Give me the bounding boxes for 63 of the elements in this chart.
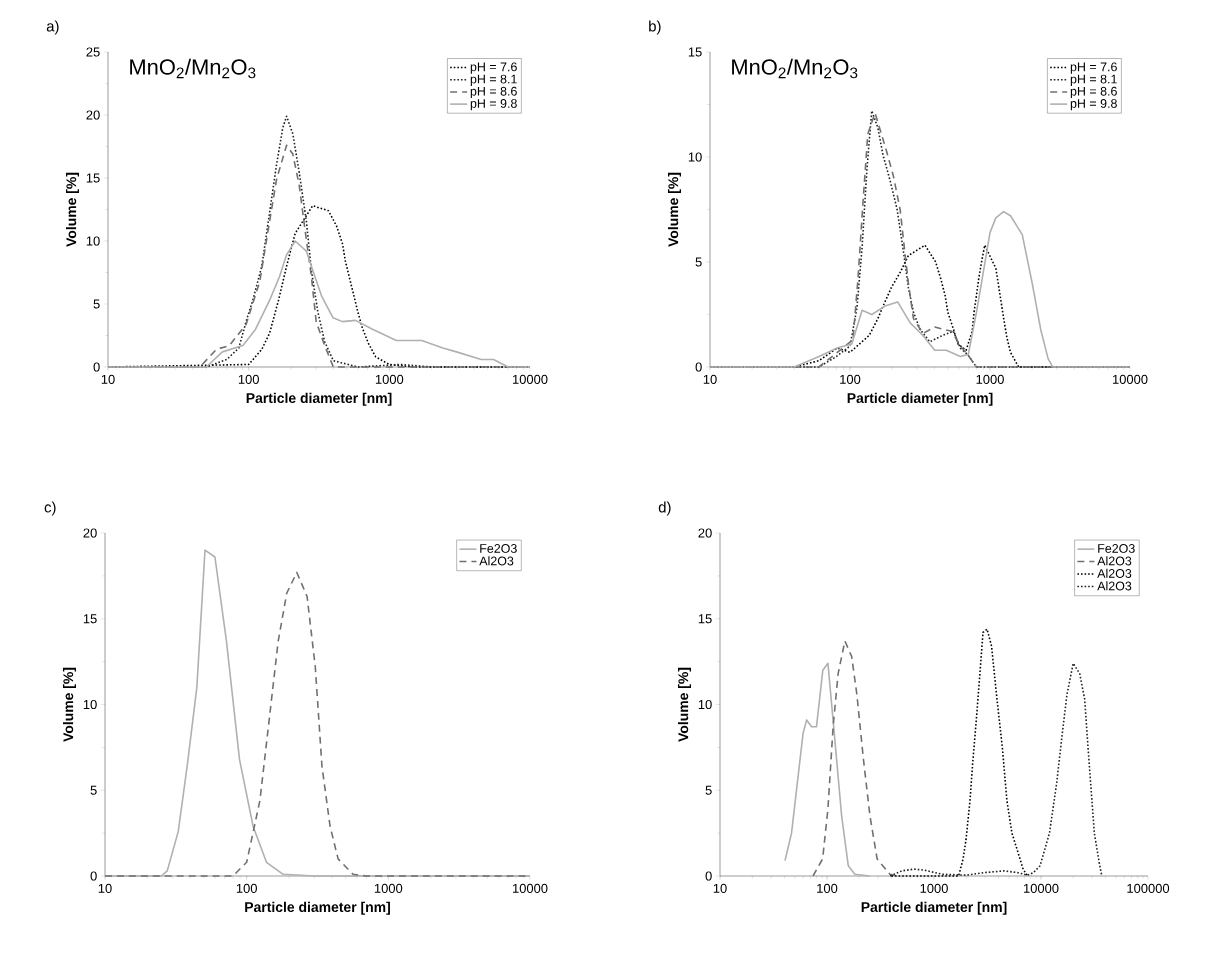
y-tick-label: 10 (688, 152, 702, 162)
y-tick-label: 10 (86, 236, 100, 246)
x-tick-label: 10000 (1112, 374, 1148, 384)
x-tick-label: 10000 (512, 374, 548, 384)
legend-label: Al2O3 (479, 556, 514, 566)
legend-label: pH = 7.6 (1070, 62, 1117, 74)
chart-title: b) (649, 20, 661, 35)
y-tick-label: 0 (695, 362, 702, 372)
y-tick-label: 20 (698, 528, 712, 538)
y-tick-label: 20 (86, 110, 100, 120)
y-tick-label: 15 (688, 47, 702, 57)
x-tick-label: 10000 (512, 883, 548, 893)
legend-label: pH = 7.6 (470, 62, 517, 74)
legend-label: Al2O3 (1097, 556, 1132, 566)
x-axis-title: Particle diameter [nm] (246, 392, 392, 406)
annotation: MnO$_{2}$/Mn$_{2}$O$_{3}$ (732, 58, 858, 79)
y-tick-label: 0 (90, 871, 97, 881)
legend-label: Al2O3 (1097, 581, 1132, 591)
x-tick-label: 100 (238, 374, 259, 384)
x-tick-label: 10000 (1023, 883, 1059, 893)
y-tick-label: 25 (86, 47, 100, 57)
y-tick-label: 15 (698, 614, 712, 624)
y-tick-label: 0 (705, 871, 712, 881)
y-tick-label: 20 (83, 528, 97, 538)
x-axis-title: Particle diameter [nm] (245, 901, 390, 915)
y-tick-label: 5 (93, 299, 100, 309)
y-tick-label: 5 (705, 785, 712, 795)
x-tick-label: 1000 (920, 883, 948, 893)
x-axis-title: Particle diameter [nm] (861, 901, 1007, 915)
legend-label: pH = 8.1 (1070, 74, 1117, 86)
x-tick-label: 1000 (375, 374, 404, 384)
y-tick-label: 5 (90, 785, 97, 795)
x-axis-title: Particle diameter [nm] (847, 392, 993, 406)
y-tick-label: 0 (93, 362, 100, 372)
x-tick-label: 100 (236, 883, 257, 893)
legend-label: Fe2O3 (480, 544, 517, 553)
legend-label: pH = 9.8 (1070, 99, 1117, 111)
y-tick-label: 5 (695, 257, 702, 267)
legend-label: pH = 8.6 (1070, 86, 1117, 99)
y-tick-label: 10 (698, 699, 712, 710)
y-axis-title: Volume [%] (677, 667, 691, 742)
x-tick-label: 1000 (374, 883, 403, 893)
x-tick-label: 1000 (976, 374, 1004, 384)
chart-title: d) (658, 501, 671, 516)
chart-title: c) (44, 501, 56, 516)
annotation: MnO$_{2}$/Mn$_{2}$O$_{3}$ (130, 58, 256, 79)
legend-label: pH = 8.1 (470, 74, 517, 86)
y-tick-label: 15 (83, 614, 97, 624)
x-tick-label: 100 (817, 883, 838, 893)
y-axis-title: Volume [%] (667, 172, 681, 247)
x-tick-label: 100000 (1127, 883, 1170, 893)
x-tick-label: 10 (713, 883, 727, 893)
x-tick-label: 100 (840, 374, 861, 384)
legend-label: pH = 8.6 (470, 86, 517, 99)
legend-label: Fe2O3 (1098, 544, 1135, 553)
legend-label: pH = 9.8 (470, 99, 517, 111)
legend-label: Al2O3 (1097, 568, 1132, 578)
chart-title: a) (46, 20, 59, 35)
y-axis-title: Volume [%] (62, 667, 76, 742)
y-tick-label: 15 (86, 173, 100, 183)
y-axis-title: Volume [%] (65, 172, 79, 247)
y-tick-label: 10 (83, 699, 97, 710)
x-tick-label: 10 (101, 374, 115, 384)
